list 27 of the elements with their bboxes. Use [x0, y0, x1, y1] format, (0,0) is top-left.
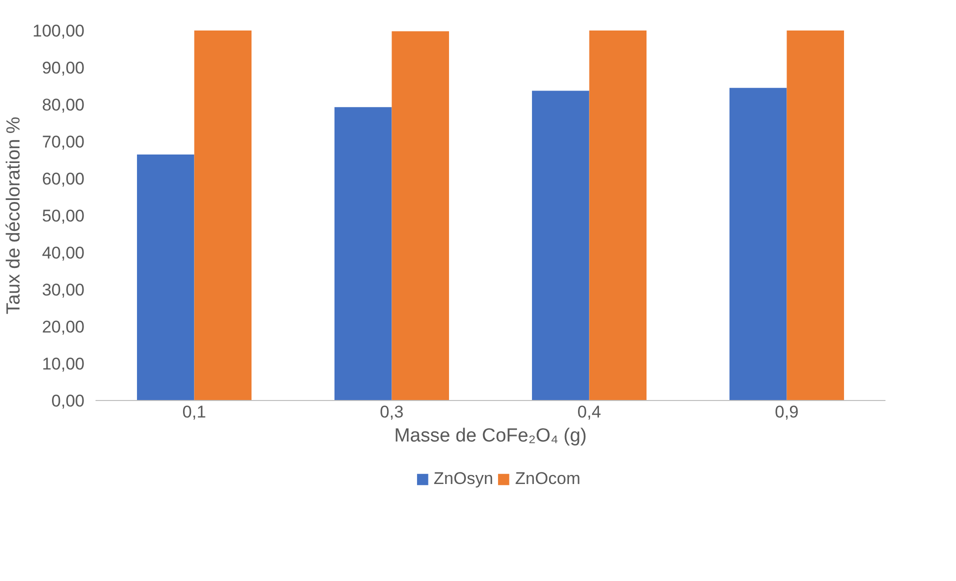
x-tick-label: 0,3 [380, 402, 404, 422]
x-tick-label: 0,4 [577, 402, 602, 422]
bar [729, 88, 787, 400]
bar [786, 30, 844, 400]
y-tick-label: 30,00 [42, 280, 85, 300]
y-tick-label: 80,00 [42, 96, 85, 114]
bar [136, 154, 194, 400]
y-tick-label: 50,00 [42, 206, 85, 226]
y-tick-label: 100,00 [32, 22, 85, 40]
legend-label: ZnOsyn [434, 469, 494, 489]
bar [194, 30, 252, 400]
bar [392, 31, 450, 400]
y-tick-label: 60,00 [42, 170, 85, 188]
y-tick-label: 20,00 [42, 318, 85, 336]
x-tick-label: 0,9 [774, 402, 799, 422]
bar [532, 90, 590, 400]
y-axis-title: Taux de décoloration % [4, 116, 25, 314]
y-tick-label: 40,00 [42, 244, 85, 262]
y-tick-label: 0,00 [51, 392, 85, 410]
bar [589, 30, 647, 400]
x-axis-title: Masse de CoFe₂O₄ (g) [394, 426, 587, 446]
bar [334, 107, 392, 400]
legend-label: ZnOcom [515, 469, 580, 489]
y-tick-label: 10,00 [42, 354, 85, 374]
y-tick-label: 90,00 [42, 58, 85, 78]
y-tick-label: 70,00 [42, 132, 85, 152]
x-tick-label: 0,1 [182, 402, 206, 422]
